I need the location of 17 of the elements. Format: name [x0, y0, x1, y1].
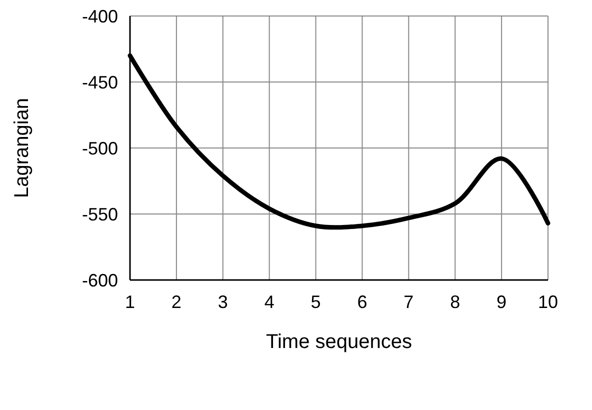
- x-axis-title: Time sequences: [266, 331, 412, 353]
- x-tick-label: 5: [310, 292, 321, 312]
- x-tick-label: 4: [264, 292, 274, 312]
- y-tick-label: -450: [82, 72, 118, 92]
- y-tick-label: -550: [82, 204, 118, 224]
- x-tick-label: 6: [357, 292, 368, 312]
- x-tick-label: 3: [218, 292, 228, 312]
- x-tick-label: 7: [404, 292, 414, 312]
- x-tick-label: 9: [496, 292, 507, 312]
- x-tick-label: 10: [538, 292, 558, 312]
- y-tick-label: -600: [82, 270, 118, 290]
- y-tick-label: -400: [82, 6, 118, 26]
- x-tick-label: 8: [450, 292, 460, 312]
- x-tick-label: 1: [124, 292, 136, 312]
- y-tick-label: -500: [82, 138, 118, 158]
- y-axis-title: Lagrangian: [11, 98, 33, 198]
- x-tick-label: 2: [171, 292, 182, 312]
